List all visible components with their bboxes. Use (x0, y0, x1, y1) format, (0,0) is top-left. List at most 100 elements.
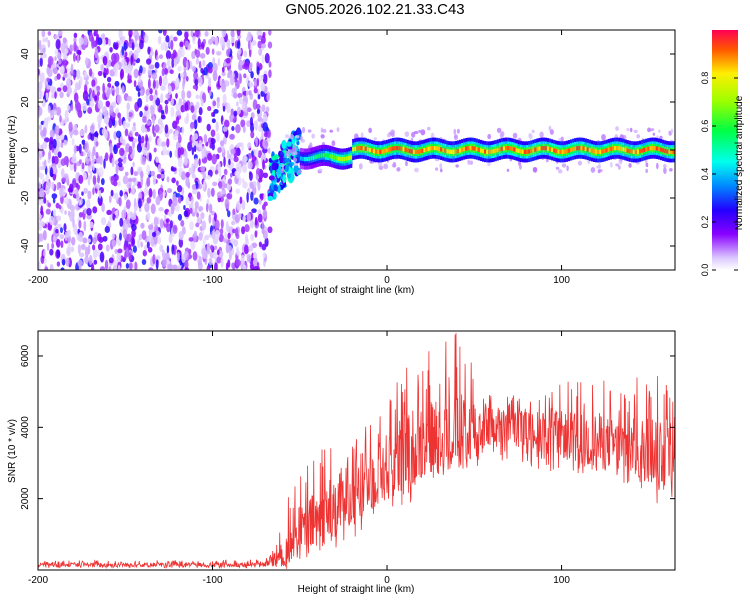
signal-band-cell (655, 146, 659, 151)
signal-halo (386, 134, 391, 138)
signal-halo (548, 125, 552, 132)
noise-blob (145, 94, 149, 103)
noise-blob (184, 267, 190, 270)
noise-blob (205, 175, 211, 180)
noise-blob (195, 222, 200, 228)
noise-blob (173, 58, 178, 66)
noise-blob (193, 71, 199, 80)
noise-blob (198, 232, 203, 241)
noise-blob (66, 104, 70, 111)
noise-blob (81, 162, 85, 170)
signal-halo (454, 134, 458, 139)
noise-blob (243, 61, 250, 70)
signal-halo (391, 132, 395, 138)
noise-blob (170, 97, 174, 106)
noise-blob (243, 111, 249, 117)
signal-halo (656, 162, 659, 170)
noise-blob (197, 116, 201, 123)
signal-band-cell (670, 149, 673, 155)
signal-halo (598, 163, 601, 169)
noise-blob (160, 42, 165, 51)
noise-blob (107, 220, 111, 228)
signal-band-cell (368, 147, 372, 153)
noise-blob (112, 101, 116, 109)
signal-halo (487, 162, 491, 167)
noise-blob (157, 137, 162, 147)
noise-blob (40, 205, 44, 216)
noise-blob (205, 203, 209, 213)
noise-blob (49, 129, 55, 138)
noise-blob (185, 171, 190, 178)
noise-blob (220, 257, 224, 268)
noise-blob (148, 267, 154, 270)
signal-halo (336, 127, 340, 132)
noise-blob (125, 199, 131, 209)
burst-blob (286, 171, 292, 179)
noise-blob (231, 247, 235, 256)
noise-blob (207, 66, 213, 74)
noise-blob (201, 42, 205, 50)
noise-blob (216, 101, 220, 109)
noise-blob (152, 115, 155, 125)
signal-halo (435, 167, 439, 171)
signal-band-cell (584, 146, 587, 152)
noise-blob (87, 190, 92, 200)
noise-blob (158, 30, 163, 34)
noise-blob (184, 31, 189, 40)
noise-blob (119, 232, 122, 241)
noise-blob (211, 229, 216, 240)
noise-blob (234, 227, 239, 237)
noise-blob (177, 49, 183, 59)
noise-blob (211, 118, 216, 124)
spectrogram-y-label: Frequency (Hz) (7, 116, 18, 185)
noise-blob (144, 106, 149, 111)
noise-blob (118, 196, 122, 207)
noise-blob (226, 149, 230, 160)
noise-blob (148, 187, 153, 198)
noise-blob (186, 90, 192, 99)
noise-blob (86, 199, 91, 210)
signal-halo (439, 163, 443, 169)
signal-halo (597, 169, 603, 173)
noise-blob (212, 181, 218, 187)
signal-band-cell (611, 146, 615, 151)
noise-blob (214, 219, 220, 230)
noise-blob (216, 191, 222, 199)
noise-blob (96, 248, 100, 257)
noise-blob (165, 35, 170, 43)
signal-band-cell (599, 149, 602, 154)
signal-band-cell (366, 147, 370, 152)
noise-blob (262, 208, 268, 219)
noise-blob (47, 105, 51, 114)
noise-blob (227, 178, 233, 185)
noise-blob (59, 233, 65, 240)
noise-blob (253, 197, 259, 205)
signal-halo (506, 168, 510, 172)
signal-halo (670, 128, 674, 134)
noise-blob (226, 38, 231, 48)
noise-blob (73, 52, 76, 62)
noise-blob (256, 66, 260, 75)
burst-blob (279, 154, 284, 163)
burst-blob (293, 131, 297, 137)
noise-blob (248, 90, 252, 96)
noise-blob (130, 55, 134, 66)
noise-blob (107, 87, 111, 96)
colorbar-tick-label: 0.0 (700, 264, 710, 277)
noise-blob (92, 157, 96, 162)
burst-blob (284, 165, 289, 172)
noise-blob (181, 126, 185, 135)
noise-blob (171, 167, 177, 172)
noise-blob (62, 37, 67, 44)
signal-band-cell (536, 146, 539, 152)
noise-blob (205, 46, 210, 55)
signal-halo (293, 157, 298, 163)
signal-halo (647, 127, 652, 133)
signal-halo (377, 161, 383, 167)
noise-blob (68, 183, 74, 193)
noise-blob (153, 132, 157, 138)
noise-blob (253, 87, 258, 94)
noise-blob (170, 106, 175, 118)
noise-blob (238, 96, 243, 105)
noise-blob (122, 175, 129, 185)
